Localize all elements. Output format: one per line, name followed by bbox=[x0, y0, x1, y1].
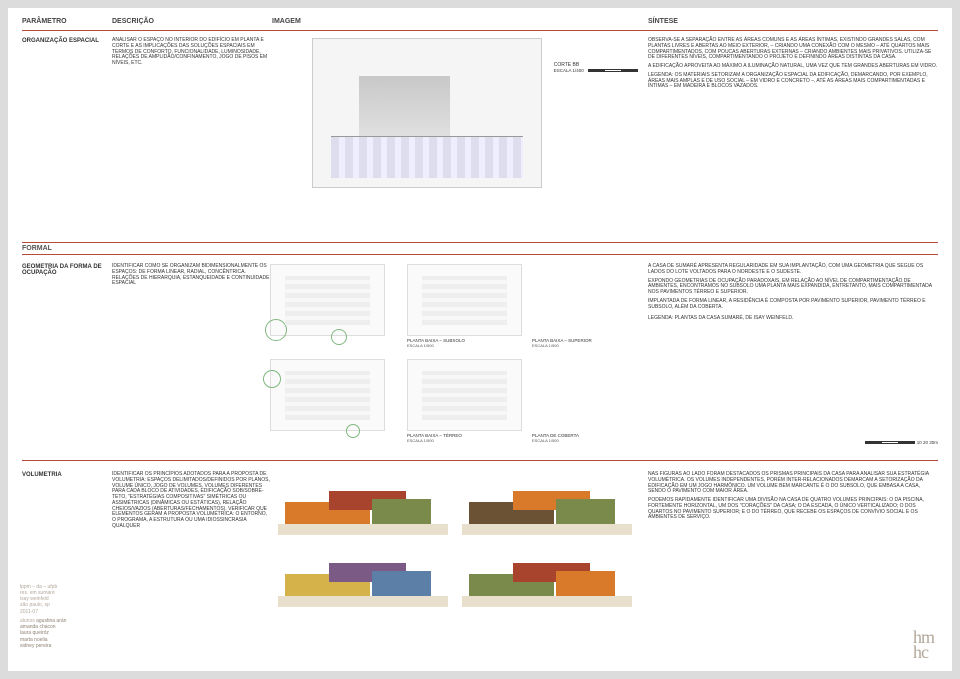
volumetria-diagram bbox=[278, 480, 448, 535]
caption-scale: ESCALA 1/400 bbox=[554, 68, 638, 73]
desc-text: IDENTIFICAR OS PRINCÍPIOS ADOTADOS PARA … bbox=[112, 472, 272, 530]
scale-bar-icon bbox=[588, 69, 638, 72]
credits-block: lppm – da – ufpb res. em sumaré isay wei… bbox=[20, 584, 100, 650]
divider-rule bbox=[22, 242, 938, 243]
logo-mark: hm hc bbox=[913, 630, 934, 659]
header-image: IMAGEM bbox=[272, 18, 648, 25]
divider-rule bbox=[22, 460, 938, 461]
image-area: CORTE BB ESCALA 1/400 bbox=[272, 38, 648, 93]
ground-block bbox=[278, 524, 448, 535]
volume-block bbox=[556, 571, 616, 596]
syn-paragraph: A CASA DE SUMARÉ APRESENTA REGULARIDADE … bbox=[648, 264, 938, 276]
formal-band: FORMAL bbox=[22, 242, 938, 255]
volumetria-diagram bbox=[462, 480, 632, 535]
synthesis-text: OBSERVA-SE A SEPARAÇÃO ENTRE AS ÁREAS CO… bbox=[648, 38, 938, 93]
syn-paragraph: LEGENDA: OS MATERIAIS SETORIZAM A ORGANI… bbox=[648, 73, 938, 90]
plan-caption: PLANTA BAIXA – TÉRREO ESCALA 1/500 bbox=[407, 433, 462, 443]
header-param: PARÂMETRO bbox=[22, 18, 112, 25]
credit-line: 2011-07 bbox=[20, 609, 100, 615]
credit-name: sidney pereira bbox=[20, 643, 100, 649]
floorplan-superior bbox=[407, 264, 522, 336]
volume-block bbox=[556, 499, 616, 524]
column-header-row: PARÂMETRO DESCRIÇÃO IMAGEM SÍNTESE bbox=[22, 18, 938, 25]
credit-name: agustina arán bbox=[36, 618, 66, 624]
volume-block bbox=[372, 499, 432, 524]
syn-paragraph: IMPLANTADA DE FORMA LINEAR, A RESIDÊNCIA… bbox=[648, 299, 938, 311]
section-geometria: GEOMETRIA DA FORMA DE OCUPAÇÃO IDENTIFIC… bbox=[22, 264, 938, 454]
credit-label: alunos bbox=[20, 618, 35, 624]
section-volumetria: VOLUMETRIA IDENTIFICAR OS PRINCÍPIOS ADO… bbox=[22, 472, 938, 662]
scale-label: ESCALA 1/400 bbox=[554, 68, 584, 73]
plan-scale: ESCALA 1/500 bbox=[532, 438, 652, 443]
header-synth: SÍNTESE bbox=[648, 18, 938, 25]
plan-caption: PLANTA DE COBERTA ESCALA 1/500 bbox=[532, 433, 652, 443]
param-label: ORGANIZAÇÃO ESPACIAL bbox=[22, 38, 112, 93]
divider-rule bbox=[22, 30, 938, 31]
synthesis-text: A CASA DE SUMARÉ APRESENTA REGULARIDADE … bbox=[648, 264, 938, 325]
page: PARÂMETRO DESCRIÇÃO IMAGEM SÍNTESE ORGAN… bbox=[8, 8, 952, 671]
syn-paragraph: NAS FIGURAS AO LADO FORAM DESTACADOS OS … bbox=[648, 472, 938, 495]
plan-caption: PLANTA BAIXA – SUBSOLO ESCALA 1/500 bbox=[407, 338, 465, 348]
section-elevation-drawing bbox=[312, 38, 542, 188]
floorplan-terreo bbox=[270, 359, 385, 431]
param-label: GEOMETRIA DA FORMA DE OCUPAÇÃO bbox=[22, 264, 112, 276]
scale-numbers: 10 20 30m bbox=[917, 440, 938, 445]
syn-paragraph: A EDIFICAÇÃO APROVEITA AO MÁXIMO A ILUMI… bbox=[648, 64, 938, 70]
param-label: VOLUMETRIA bbox=[22, 472, 112, 478]
scale-ruler: 10 20 30m bbox=[862, 440, 938, 445]
header-desc: DESCRIÇÃO bbox=[112, 18, 272, 25]
floorplan-coberta bbox=[407, 359, 522, 431]
syn-paragraph: PODEMOS RAPIDAMENTE IDENTIFICAR UMA DIVI… bbox=[648, 498, 938, 521]
scale-bar-icon bbox=[865, 441, 915, 444]
floorplan-subsolo bbox=[270, 264, 385, 336]
ground-block bbox=[462, 524, 632, 535]
ground-block bbox=[462, 596, 632, 607]
plan-scale: ESCALA 1/500 bbox=[407, 343, 465, 348]
syn-paragraph: EXPONDO GEOMETRIAS DE OCUPAÇÃO PARADOXAI… bbox=[648, 279, 938, 296]
formal-heading: FORMAL bbox=[22, 245, 938, 252]
desc-text: IDENTIFICAR COMO SE ORGANIZAM BIDIMENSIO… bbox=[112, 264, 272, 287]
plan-caption: PLANTA BAIXA – SUPERIOR ESCALA 1/500 bbox=[532, 338, 652, 348]
divider-rule bbox=[22, 254, 938, 255]
plan-scale: ESCALA 1/500 bbox=[407, 438, 462, 443]
desc-text: ANALISAR O ESPAÇO NO INTERIOR DO EDIFÍCI… bbox=[112, 38, 272, 93]
syn-paragraph: OBSERVA-SE A SEPARAÇÃO ENTRE AS ÁREAS CO… bbox=[648, 38, 938, 61]
volumetria-diagram bbox=[462, 552, 632, 607]
section-organizacao-espacial: ORGANIZAÇÃO ESPACIAL ANALISAR O ESPAÇO N… bbox=[22, 38, 938, 238]
ground-block bbox=[278, 596, 448, 607]
volumetria-diagram bbox=[278, 552, 448, 607]
drawing-caption: CORTE BB ESCALA 1/400 bbox=[554, 62, 638, 73]
synthesis-text: NAS FIGURAS AO LADO FORAM DESTACADOS OS … bbox=[648, 472, 938, 524]
syn-legend: LEGENDA: PLANTAS DA CASA SUMARÉ, DE ISAY… bbox=[648, 316, 938, 322]
volume-block bbox=[372, 571, 432, 596]
plan-scale: ESCALA 1/500 bbox=[532, 343, 652, 348]
